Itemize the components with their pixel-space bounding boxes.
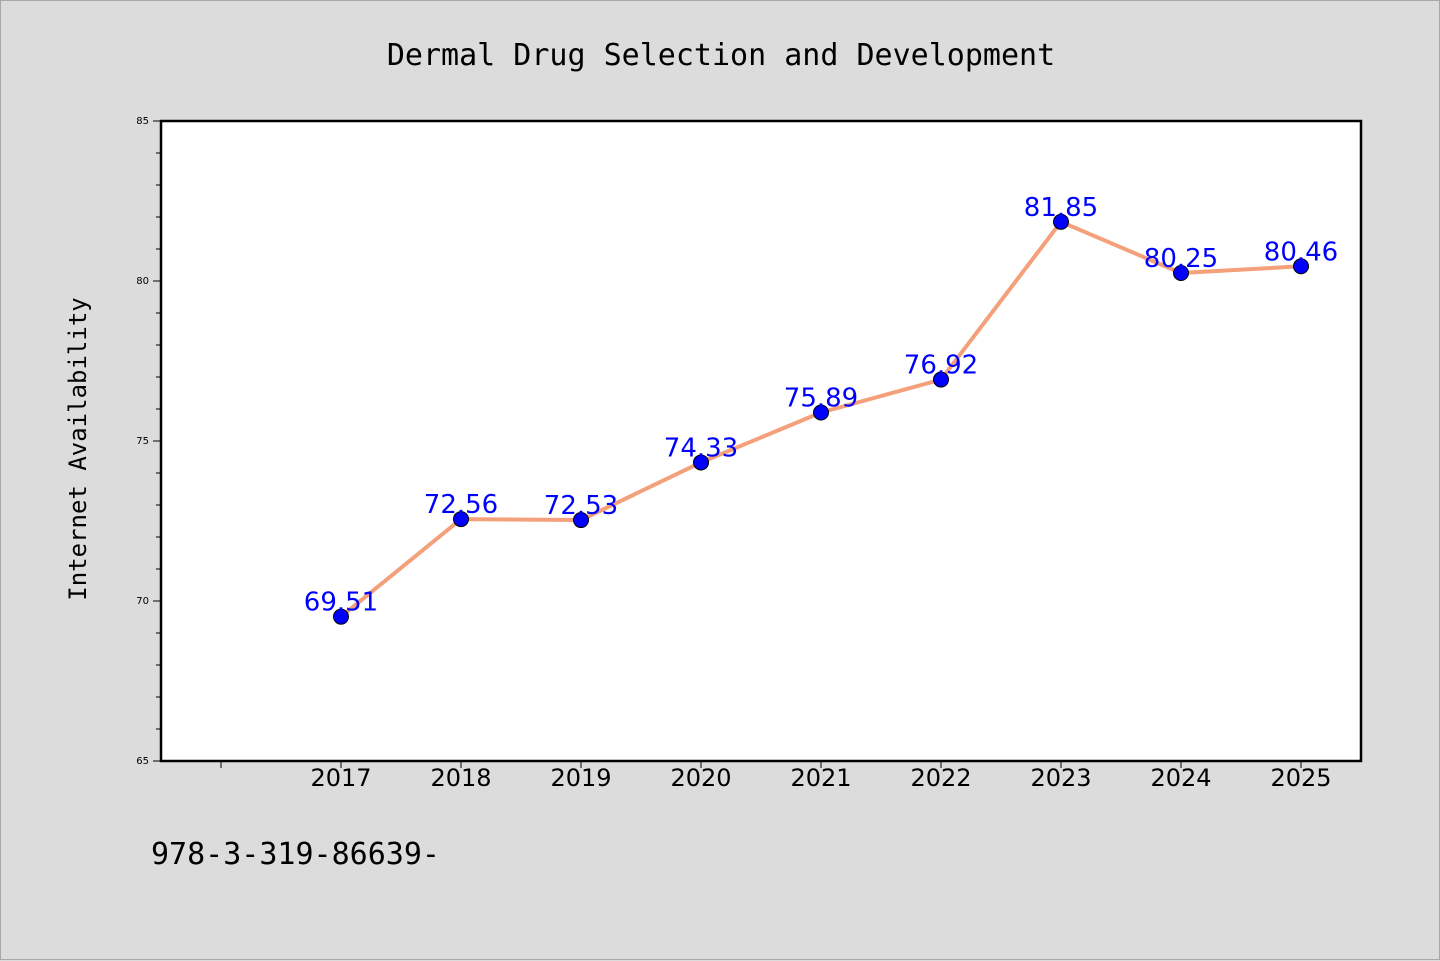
y-axis-label: Internet Availability: [64, 297, 92, 600]
y-tick-label: 80: [136, 276, 149, 287]
data-label: 75.89: [784, 384, 858, 414]
y-tick-label: 70: [136, 596, 149, 607]
data-label: 74.33: [664, 433, 738, 463]
y-tick-label: 85: [136, 116, 149, 127]
x-tick-label: 2025: [1270, 764, 1331, 792]
x-tick-label: 2019: [550, 764, 611, 792]
data-labels-layer: 69.51 72.56 72.53 74.33 75.89 76.92 81.85 80.25…: [304, 193, 1338, 618]
data-point: [333, 608, 349, 625]
data-label: 72.53: [544, 491, 618, 521]
data-point: [1173, 265, 1189, 281]
axis-ticks: 65 70 75 80 85 2017 2018 2019 2020 2021 2022 2023 20…: [136, 116, 1331, 792]
x-tick-label: 2024: [1150, 764, 1211, 792]
series-layer: [333, 213, 1309, 625]
data-label: 80.25: [1144, 244, 1218, 274]
data-point: [573, 512, 589, 529]
data-label: 80.46: [1264, 237, 1338, 267]
data-label: 81.85: [1024, 193, 1098, 223]
data-point: [813, 404, 829, 421]
data-point: [933, 371, 949, 388]
x-tick-label: 2020: [670, 764, 731, 792]
x-tick-label: 2021: [790, 764, 851, 792]
data-label: 69.51: [304, 588, 378, 618]
data-label: 76.92: [904, 351, 978, 381]
data-point: [453, 511, 469, 528]
x-tick-label: 2023: [1030, 764, 1091, 792]
data-label: 72.56: [424, 490, 498, 520]
x-tick-label: 2022: [910, 764, 971, 792]
data-point: [693, 454, 709, 471]
x-tick-label: 2017: [310, 764, 371, 792]
plot-area: [159, 119, 1363, 763]
x-tick-label: 2018: [430, 764, 491, 792]
y-tick-label: 75: [136, 436, 149, 447]
y-tick-label: 65: [136, 756, 149, 767]
data-point: [1053, 213, 1069, 230]
footer-code: 978-3-319-86639-: [151, 837, 440, 872]
data-point: [1293, 258, 1309, 275]
chart-title: Dermal Drug Selection and Development: [387, 38, 1055, 73]
